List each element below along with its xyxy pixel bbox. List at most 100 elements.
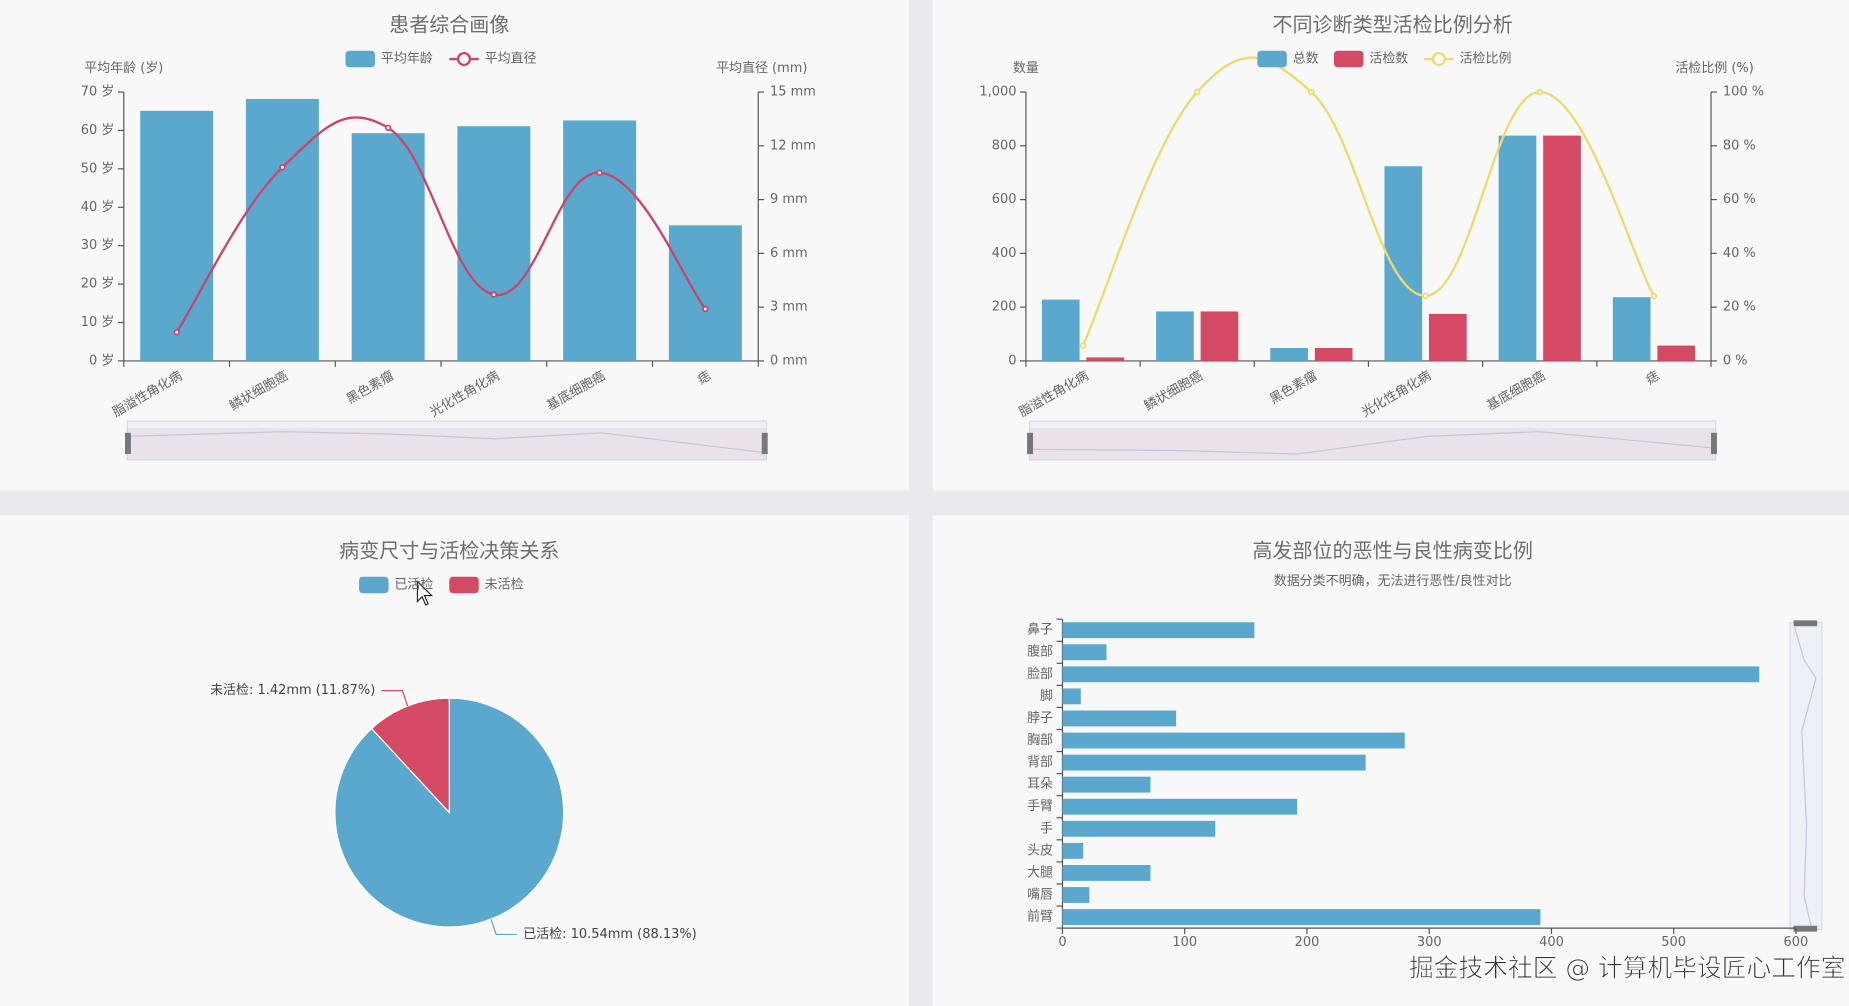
legend-label: 平均直径	[485, 52, 537, 67]
bar	[1384, 166, 1423, 361]
zoom-slider[interactable]	[1789, 620, 1823, 932]
axis-title: 数量	[1013, 61, 1039, 76]
y2-tick-label: 9 mm	[770, 192, 808, 207]
y-tick-label: 0 岁	[89, 353, 114, 368]
zoom-track	[1789, 622, 1823, 930]
legend-label: 活检比例	[1460, 52, 1512, 67]
y-tick-label: 背部	[1027, 755, 1053, 770]
data-label: 未活检: 1.42mm (11.87%)	[210, 683, 375, 698]
line-point	[279, 164, 286, 171]
zoom-track	[1028, 420, 1717, 461]
y-tick-label: 胸部	[1027, 733, 1053, 748]
bar	[457, 126, 531, 361]
bar	[1612, 297, 1651, 361]
y-tick-label: 50 岁	[81, 161, 115, 176]
y2-tick-label: 0 mm	[770, 353, 808, 368]
legend-icon	[1431, 51, 1447, 67]
zoom-preview	[1029, 431, 1716, 455]
bar	[1062, 842, 1084, 859]
bar	[1062, 710, 1177, 727]
zoom-handle[interactable]	[761, 432, 768, 455]
watermark: 掘金技术社区 @ 计算机毕设匠心工作室	[1409, 953, 1846, 982]
y2-tick-label: 3 mm	[770, 300, 808, 315]
line	[175, 116, 707, 333]
y-tick-label: 10 岁	[81, 315, 115, 330]
zoom-handle[interactable]	[1793, 620, 1818, 627]
y-tick-label: 70 岁	[81, 85, 115, 100]
y2-tick-label: 60 %	[1723, 192, 1756, 207]
y2-tick-label: 40 %	[1723, 246, 1756, 261]
x-tick-label: 500	[1661, 935, 1686, 950]
bar	[1062, 688, 1081, 705]
y-tick-label: 脸部	[1027, 667, 1053, 682]
x-tick-label: 100	[1172, 935, 1197, 950]
line-point	[1193, 88, 1201, 96]
y-tick-label: 大腿	[1027, 865, 1053, 880]
y-tick-label: 手	[1040, 821, 1053, 836]
chart-title: 患者综合画像	[389, 13, 509, 37]
y-tick-label: 20 岁	[81, 277, 115, 292]
bar	[1062, 732, 1405, 749]
y-tick-label: 耳朵	[1027, 777, 1053, 792]
x-tick-label: 200	[1295, 935, 1320, 950]
bar	[1062, 820, 1216, 837]
y-tick-label: 头皮	[1027, 843, 1053, 858]
y2-tick-label: 0 %	[1723, 353, 1748, 368]
zoom-handle[interactable]	[1027, 432, 1033, 455]
bar	[1314, 348, 1353, 361]
y-tick-label: 1,000	[979, 85, 1016, 100]
line-point	[490, 291, 498, 298]
line-point	[596, 169, 603, 176]
y-tick-label: 脚	[1040, 688, 1053, 704]
chart-subtitle: 数据分类不明确，无法进行恶性/良性对比	[1274, 573, 1512, 589]
zoom-slider[interactable]	[124, 420, 768, 461]
line	[1081, 56, 1655, 347]
y-tick-label: 腹部	[1027, 644, 1053, 660]
bar	[1543, 135, 1581, 361]
y2-tick-label: 6 mm	[770, 246, 808, 261]
axis-title: 平均年龄 (岁)	[84, 61, 163, 76]
label-line	[490, 918, 518, 936]
bar	[1428, 313, 1467, 361]
zoom-handle[interactable]	[1711, 432, 1717, 455]
bar	[1062, 622, 1255, 639]
x-tick-label: 300	[1417, 935, 1442, 950]
bar	[1062, 909, 1541, 926]
line-point	[384, 124, 392, 132]
y-tick-label: 60 岁	[81, 123, 115, 138]
zoom-preview	[127, 431, 767, 454]
bar	[563, 120, 637, 361]
line-point	[1650, 292, 1658, 300]
x-tick-label: 400	[1539, 935, 1564, 950]
cursor	[416, 579, 434, 606]
line-point	[1536, 88, 1543, 96]
y-tick-label: 鼻子	[1027, 622, 1053, 638]
legend-icon	[1333, 50, 1364, 68]
legend-icon	[345, 50, 375, 68]
y-tick-label: 前臂	[1027, 909, 1053, 925]
line-point	[1079, 342, 1087, 349]
pie-slice	[370, 697, 450, 815]
legend-icon	[456, 51, 472, 67]
y-tick-label: 脖子	[1027, 710, 1053, 726]
y2-tick-label: 100 %	[1723, 85, 1764, 100]
bar	[1062, 864, 1151, 881]
zoom-handle[interactable]	[1793, 925, 1818, 932]
x-tick-label: 0	[1058, 935, 1066, 950]
bar	[140, 110, 214, 361]
y-tick-label: 30 岁	[81, 238, 115, 253]
zoom-slider[interactable]	[1027, 420, 1717, 461]
axis-title: 平均直径 (mm)	[716, 61, 807, 76]
bar	[1062, 644, 1107, 661]
bar	[1062, 666, 1760, 683]
y-tick-label: 800	[992, 138, 1017, 153]
legend-label: 平均年龄	[381, 52, 433, 67]
y-tick-label: 600	[992, 192, 1017, 207]
bar	[1200, 311, 1239, 361]
bar	[1041, 299, 1080, 361]
legend-label: 未活检	[485, 577, 524, 592]
legend-icon	[449, 576, 479, 594]
chart-title: 高发部位的恶性与良性病变比例	[1252, 538, 1532, 562]
zoom-handle[interactable]	[124, 432, 131, 455]
y2-tick-label: 12 mm	[770, 138, 816, 153]
